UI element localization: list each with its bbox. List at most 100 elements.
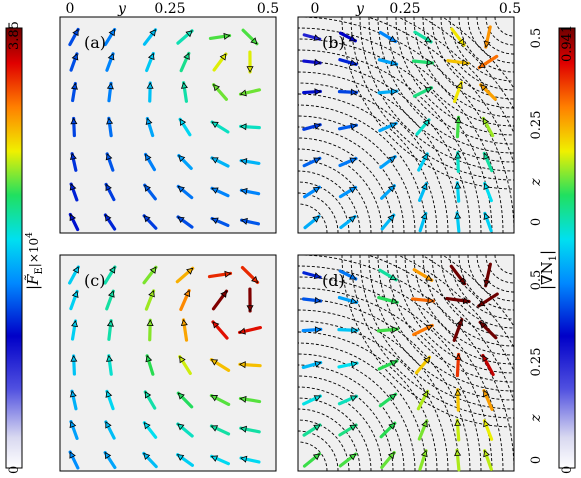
contour-line [359, 255, 514, 410]
contour-line [359, 17, 514, 172]
vector-arrow-head [425, 274, 433, 281]
contour-line [298, 430, 339, 471]
contour-line [467, 255, 514, 302]
vector-arrow-head [424, 35, 432, 43]
vector-arrow-head [349, 424, 357, 432]
contour-line [298, 203, 328, 233]
vector-arrow-head [106, 319, 114, 327]
contour-line [298, 38, 493, 233]
vector-arrow-head [183, 52, 190, 60]
right-colorbar-min: 0 [560, 466, 575, 474]
vector-arrow-head [454, 389, 462, 396]
contour-line [298, 71, 460, 233]
contour-line [298, 386, 383, 471]
vector-arrow-head [211, 157, 219, 164]
contour-line [413, 17, 514, 118]
vector-arrow-head [220, 290, 228, 298]
contour-line [298, 309, 460, 471]
vector-arrow-head [145, 117, 153, 125]
vector-arrow-head [239, 123, 247, 131]
vector-arrow-head [107, 52, 115, 61]
contour-line [404, 255, 514, 365]
vector-arrow-head [348, 216, 356, 223]
vector-arrow-head [421, 153, 428, 161]
top-tick-b-1: 0.25 [389, 1, 420, 17]
vector-arrow-head [69, 183, 77, 191]
vector-arrow-head [314, 88, 322, 96]
vector-arrow-head [388, 393, 397, 401]
vector-arrow-head [108, 266, 116, 274]
vector-arrow-head [146, 82, 154, 89]
vector-arrow-head [69, 213, 77, 222]
contour-line [458, 255, 514, 311]
vector-arrow-head [349, 157, 357, 165]
vector-arrow-head [312, 186, 321, 194]
vector-arrow-head [313, 272, 321, 280]
top-tick-b-2: 0.5 [499, 1, 521, 17]
right-tick-b-2: 0.5 [529, 28, 544, 49]
vector-arrow-head [314, 58, 321, 66]
vector-arrow-head [420, 182, 428, 191]
contour-line [404, 17, 514, 127]
vector-arrow-head [389, 273, 397, 281]
vector-arrow-head [350, 88, 358, 96]
vector-arrow-head [240, 187, 248, 195]
vector-arrow-head [421, 390, 429, 398]
vector-arrow-head [71, 53, 79, 61]
panel-b [297, 16, 515, 234]
vector-arrow-head [349, 453, 357, 461]
vector-arrow-head [238, 327, 246, 335]
vector-arrow-head [180, 319, 188, 327]
right-tick-b-0: 0 [529, 218, 544, 226]
vector-arrow-head [312, 453, 321, 461]
vector-arrow-head [483, 212, 491, 220]
vector-arrow-head [246, 66, 254, 73]
right-colorbar-label: |∇N1| [538, 250, 559, 290]
vector-arrow-head [211, 217, 219, 225]
vector-arrow-head [143, 215, 151, 223]
vector-arrow-head [313, 122, 321, 130]
panel-label-d: (d) [322, 271, 345, 290]
vector-arrow-head [348, 35, 357, 42]
vector-arrow-head [478, 61, 486, 69]
contour-line [298, 331, 438, 471]
vector-arrow-head [146, 319, 154, 326]
vector-arrow-head [390, 88, 398, 96]
vector-arrow-head [210, 455, 219, 462]
vector-arrow-head [351, 326, 358, 334]
vector-arrow-head [313, 395, 322, 402]
vector-arrow-head [239, 361, 246, 369]
vector-arrow-head [71, 290, 79, 298]
contour-line [420, 17, 514, 111]
vector-arrow-head [483, 182, 491, 190]
vector-arrow-head [426, 58, 434, 66]
vector-arrow-head [104, 214, 112, 222]
contour-line [422, 17, 514, 109]
contour-line [298, 115, 416, 233]
right-colorbar-max: 0.941 [560, 25, 575, 62]
vector-arrow-head [312, 215, 320, 223]
contour-line [386, 255, 514, 383]
left-colorbar-max: 3.85 [7, 21, 22, 50]
contour-line [341, 255, 514, 428]
vector-arrow-head [213, 84, 221, 92]
vector-arrow-head [454, 182, 462, 189]
vector-arrow-head [388, 156, 396, 163]
vector-arrow-head [482, 389, 490, 398]
vector-arrow-head [70, 355, 78, 362]
right-tick-d-1: 0.25 [529, 348, 544, 377]
vector-arrow-head [387, 451, 395, 460]
contour-line [298, 126, 405, 233]
vector-arrow-head [479, 321, 487, 329]
vector-arrow-head [454, 151, 462, 159]
vector-arrow-head [240, 157, 248, 165]
vector-arrow-head [390, 297, 399, 305]
vector-arrow-head [147, 52, 155, 61]
vector-arrow-head [69, 420, 77, 429]
right-colorbar: 0.941 0 |∇N1| [538, 25, 576, 474]
contour-line [485, 17, 514, 46]
right-axis-label-d: z [528, 414, 544, 423]
vector-arrow-head [210, 425, 219, 432]
contour-line [368, 255, 514, 401]
